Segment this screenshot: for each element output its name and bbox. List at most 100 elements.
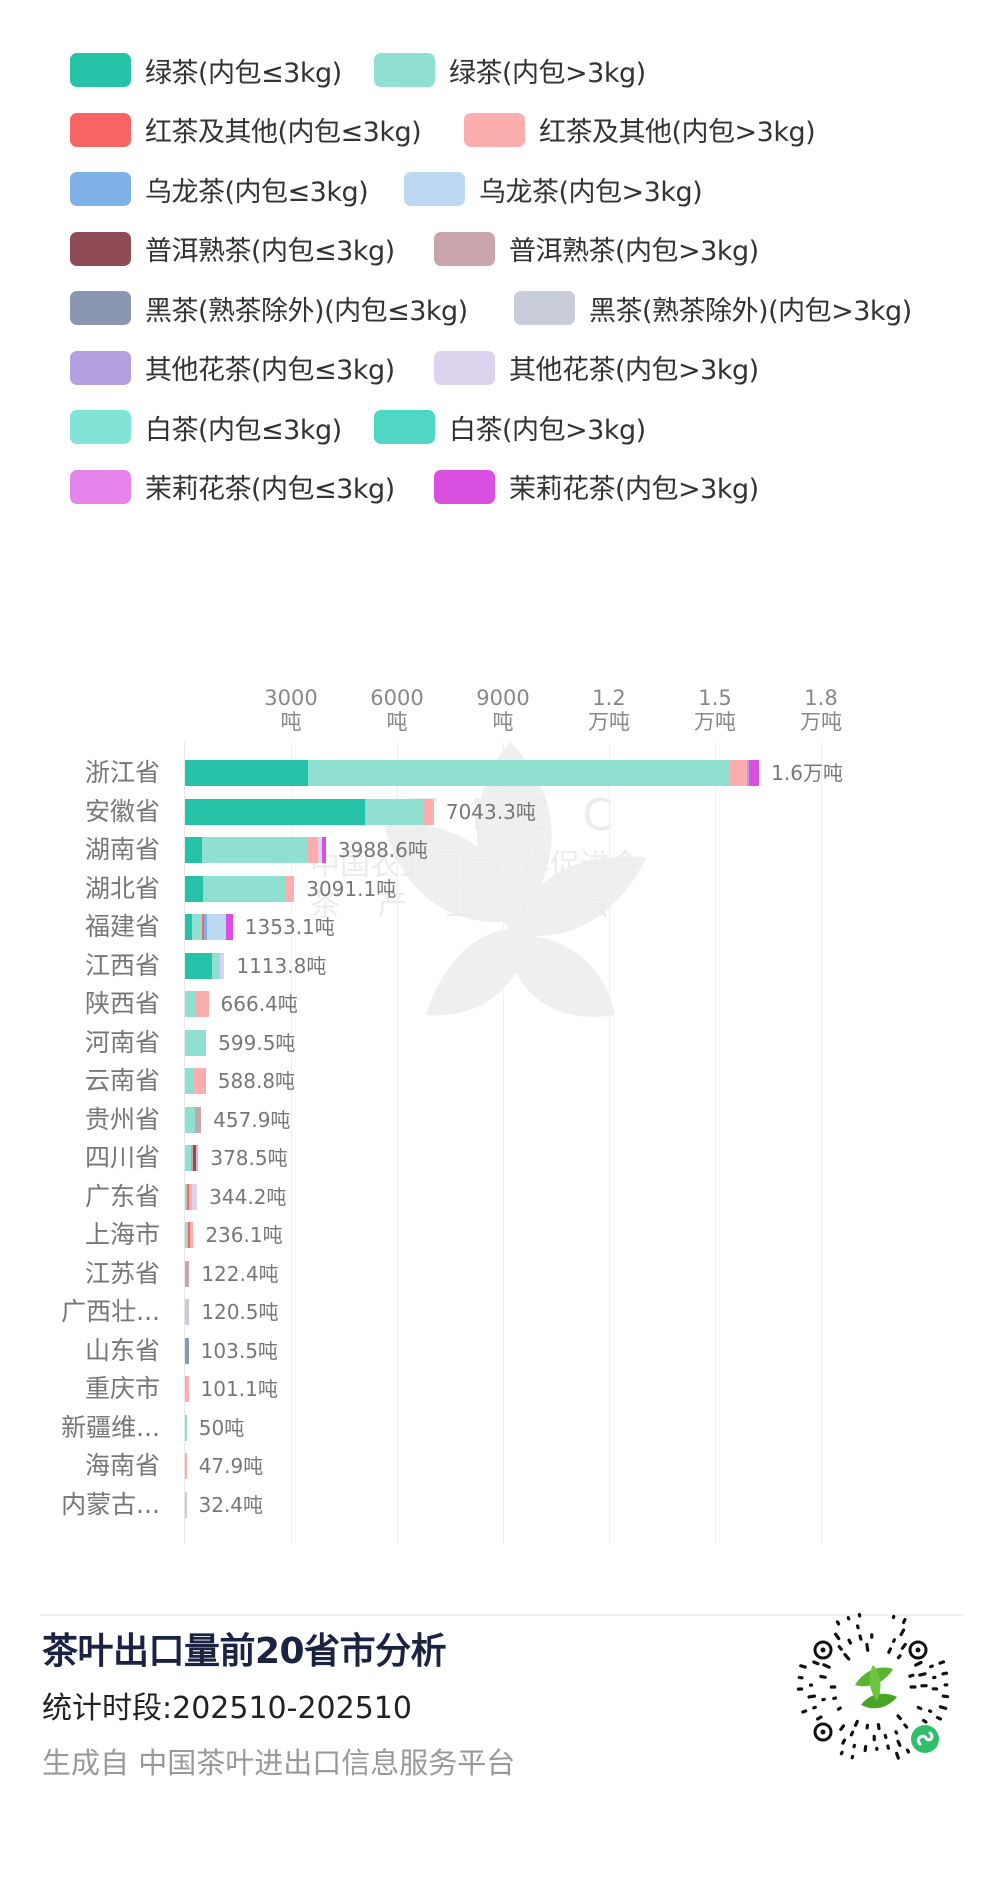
legend-item[interactable]: 茉莉花茶(内包≤3kg)	[70, 469, 395, 505]
stacked-bar[interactable]	[185, 1376, 189, 1402]
bar-segment[interactable]	[185, 760, 309, 786]
stacked-bar[interactable]	[185, 837, 326, 863]
legend-item[interactable]: 白茶(内包>3kg)	[374, 410, 646, 446]
bar-segment[interactable]	[364, 798, 425, 825]
stacked-bar[interactable]	[185, 1260, 190, 1287]
bar-row[interactable]: 湖南省 3988.6吨	[0, 835, 1000, 864]
bar-segment[interactable]	[185, 1376, 189, 1402]
bar-row[interactable]: 新疆维... 50吨	[0, 1413, 1000, 1442]
bar-segment[interactable]	[185, 914, 192, 940]
bar-segment[interactable]	[201, 837, 308, 863]
stacked-bar[interactable]	[185, 1337, 189, 1364]
legend-item[interactable]: 黑茶(熟茶除外)(内包≤3kg)	[70, 291, 468, 327]
bar-segment[interactable]	[203, 875, 287, 902]
bar-segment[interactable]	[185, 1145, 191, 1171]
bar-row[interactable]: 重庆市 101.1吨	[0, 1374, 1000, 1403]
bar-row[interactable]: 江苏省 122.4吨	[0, 1259, 1000, 1288]
bar-segment[interactable]	[204, 914, 207, 940]
bar-segment[interactable]	[286, 875, 295, 902]
stacked-bar[interactable]	[185, 1453, 187, 1479]
bar-segment[interactable]	[185, 991, 196, 1017]
bar-segment[interactable]	[308, 760, 731, 786]
stacked-bar[interactable]	[185, 1222, 194, 1248]
bar-segment[interactable]	[211, 952, 220, 979]
bar-segment[interactable]	[307, 837, 319, 863]
legend-item[interactable]: 乌龙茶(内包>3kg)	[404, 172, 703, 208]
bar-segment[interactable]	[746, 760, 749, 786]
bar-segment[interactable]	[188, 1222, 191, 1248]
bar-segment[interactable]	[185, 798, 365, 825]
bar-row[interactable]: 广西壮... 120.5吨	[0, 1297, 1000, 1326]
bar-segment[interactable]	[189, 1183, 192, 1210]
legend-item[interactable]: 红茶及其他(内包>3kg)	[464, 112, 816, 148]
bar-segment[interactable]	[185, 1299, 190, 1325]
stacked-bar[interactable]	[185, 1029, 207, 1056]
bar-segment[interactable]	[185, 875, 204, 902]
bar-row[interactable]: 四川省 378.5吨	[0, 1143, 1000, 1172]
bar-segment[interactable]	[185, 837, 202, 863]
bar-segment[interactable]	[206, 914, 226, 940]
bar-row[interactable]: 上海市 236.1吨	[0, 1220, 1000, 1249]
stacked-bar[interactable]	[185, 1299, 190, 1325]
legend-item[interactable]: 绿茶(内包>3kg)	[374, 53, 646, 89]
legend-item[interactable]: 普洱熟茶(内包>3kg)	[434, 231, 759, 267]
bar-segment[interactable]	[191, 1183, 198, 1210]
bar-segment[interactable]	[185, 1337, 189, 1364]
legend-item[interactable]: 其他花茶(内包>3kg)	[434, 350, 759, 386]
bar-segment[interactable]	[185, 1222, 189, 1248]
bar-segment[interactable]	[190, 1222, 194, 1248]
stacked-bar[interactable]	[185, 1106, 202, 1133]
bar-segment[interactable]	[318, 837, 322, 863]
bar-segment[interactable]	[185, 1260, 190, 1287]
stacked-bar[interactable]	[185, 875, 295, 902]
bar-row[interactable]: 江西省 1113.8吨	[0, 951, 1000, 980]
bar-segment[interactable]	[185, 1491, 187, 1518]
stacked-bar[interactable]	[185, 1183, 198, 1210]
bar-row[interactable]: 云南省 588.8吨	[0, 1066, 1000, 1095]
legend-item[interactable]: 其他花茶(内包≤3kg)	[70, 350, 395, 386]
bar-row[interactable]: 山东省 103.5吨	[0, 1336, 1000, 1365]
bar-segment[interactable]	[191, 914, 202, 940]
legend-item[interactable]: 茉莉花茶(内包>3kg)	[434, 469, 759, 505]
stacked-bar[interactable]	[185, 1414, 187, 1441]
stacked-bar[interactable]	[185, 1068, 206, 1094]
bar-segment[interactable]	[195, 991, 209, 1017]
bar-segment[interactable]	[185, 1029, 207, 1056]
stacked-bar[interactable]	[185, 991, 209, 1017]
bar-segment[interactable]	[730, 760, 747, 786]
bar-segment[interactable]	[194, 1106, 202, 1133]
bar-row[interactable]: 浙江省 1.6万吨	[0, 758, 1000, 787]
bar-row[interactable]: 福建省 1353.1吨	[0, 912, 1000, 941]
bar-segment[interactable]	[321, 837, 326, 863]
legend-item[interactable]: 普洱熟茶(内包≤3kg)	[70, 231, 395, 267]
legend-item[interactable]: 红茶及其他(内包≤3kg)	[70, 112, 422, 148]
bar-row[interactable]: 贵州省 457.9吨	[0, 1105, 1000, 1134]
bar-segment[interactable]	[187, 1183, 189, 1210]
bar-segment[interactable]	[225, 914, 233, 940]
bar-segment[interactable]	[201, 914, 205, 940]
bar-row[interactable]: 河南省 599.5吨	[0, 1028, 1000, 1057]
bar-row[interactable]: 陕西省 666.4吨	[0, 989, 1000, 1018]
stacked-bar[interactable]	[185, 1145, 199, 1171]
bar-segment[interactable]	[196, 1145, 199, 1171]
bar-segment[interactable]	[424, 798, 434, 825]
stacked-bar[interactable]	[185, 760, 760, 786]
bar-row[interactable]: 湖北省 3091.1吨	[0, 874, 1000, 903]
bar-segment[interactable]	[219, 952, 225, 979]
legend-item[interactable]: 白茶(内包≤3kg)	[70, 410, 342, 446]
bar-segment[interactable]	[193, 1068, 206, 1094]
bar-row[interactable]: 安徽省 7043.3吨	[0, 797, 1000, 826]
mini-program-qr-code-icon[interactable]	[793, 1607, 953, 1767]
stacked-bar[interactable]	[185, 952, 225, 979]
legend-item[interactable]: 绿茶(内包≤3kg)	[70, 53, 342, 89]
bar-segment[interactable]	[185, 1068, 194, 1094]
bar-row[interactable]: 海南省 47.9吨	[0, 1451, 1000, 1480]
stacked-bar[interactable]	[185, 1491, 187, 1518]
bar-segment[interactable]	[185, 952, 212, 979]
bar-segment[interactable]	[748, 760, 760, 786]
bar-segment[interactable]	[185, 1453, 187, 1479]
bar-segment[interactable]	[193, 1145, 197, 1171]
legend-item[interactable]: 乌龙茶(内包≤3kg)	[70, 172, 369, 208]
bar-row[interactable]: 广东省 344.2吨	[0, 1182, 1000, 1211]
bar-row[interactable]: 内蒙古... 32.4吨	[0, 1490, 1000, 1519]
